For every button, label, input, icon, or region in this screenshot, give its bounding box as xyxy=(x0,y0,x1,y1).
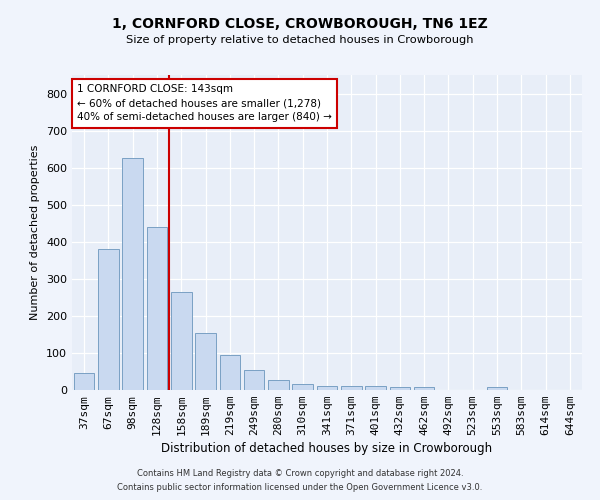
Bar xyxy=(365,386,386,390)
Bar xyxy=(74,374,94,390)
Bar xyxy=(268,380,289,390)
Bar xyxy=(341,386,362,390)
Bar xyxy=(414,387,434,390)
Bar xyxy=(389,387,410,390)
X-axis label: Distribution of detached houses by size in Crowborough: Distribution of detached houses by size … xyxy=(161,442,493,456)
Bar xyxy=(98,249,119,390)
Y-axis label: Number of detached properties: Number of detached properties xyxy=(31,145,40,320)
Bar xyxy=(317,386,337,390)
Bar xyxy=(220,355,240,390)
Bar xyxy=(122,158,143,390)
Bar xyxy=(195,332,216,390)
Text: Contains public sector information licensed under the Open Government Licence v3: Contains public sector information licen… xyxy=(118,484,482,492)
Bar xyxy=(292,384,313,390)
Bar xyxy=(487,387,508,390)
Bar xyxy=(146,227,167,390)
Text: 1 CORNFORD CLOSE: 143sqm
← 60% of detached houses are smaller (1,278)
40% of sem: 1 CORNFORD CLOSE: 143sqm ← 60% of detach… xyxy=(77,84,332,122)
Text: 1, CORNFORD CLOSE, CROWBOROUGH, TN6 1EZ: 1, CORNFORD CLOSE, CROWBOROUGH, TN6 1EZ xyxy=(112,18,488,32)
Text: Size of property relative to detached houses in Crowborough: Size of property relative to detached ho… xyxy=(126,35,474,45)
Text: Contains HM Land Registry data © Crown copyright and database right 2024.: Contains HM Land Registry data © Crown c… xyxy=(137,468,463,477)
Bar xyxy=(171,292,191,390)
Bar xyxy=(244,370,265,390)
